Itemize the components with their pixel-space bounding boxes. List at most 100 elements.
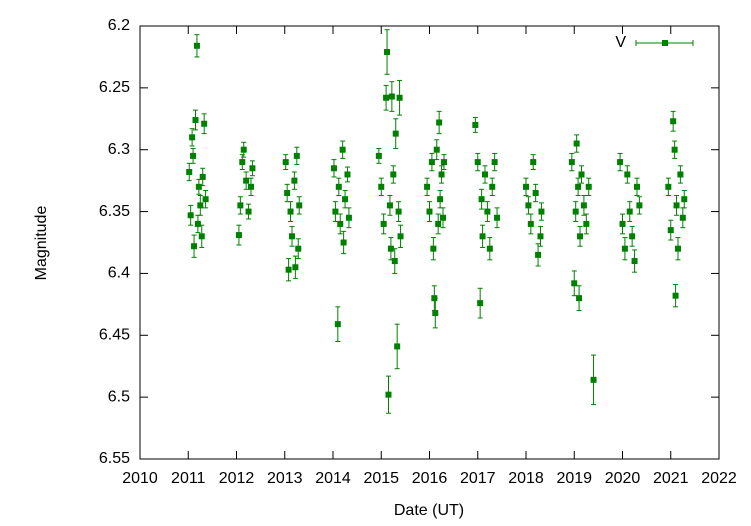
data-point — [335, 183, 342, 190]
data-point — [437, 196, 444, 203]
data-point — [583, 220, 590, 227]
data-point — [285, 266, 292, 273]
data-point — [486, 245, 493, 252]
data-point — [674, 245, 681, 252]
data-point — [249, 165, 256, 172]
data-point — [388, 93, 395, 100]
data-point — [386, 202, 393, 209]
data-point — [629, 233, 636, 240]
data-point — [532, 190, 539, 197]
data-point — [679, 214, 686, 221]
data-point — [293, 152, 300, 159]
data-point — [202, 196, 209, 203]
data-point — [673, 202, 680, 209]
data-point — [193, 42, 200, 49]
data-point — [284, 190, 291, 197]
data-point — [292, 264, 299, 271]
data-point — [340, 239, 347, 246]
data-point — [530, 159, 537, 166]
data-point — [577, 233, 584, 240]
data-point — [296, 202, 303, 209]
data-point — [295, 245, 302, 252]
data-point — [477, 300, 484, 307]
data-point — [194, 220, 201, 227]
data-point — [247, 183, 254, 190]
data-point — [396, 94, 403, 101]
data-point — [385, 391, 392, 398]
y-tick-label: 6.2 — [108, 17, 130, 34]
data-point — [191, 243, 198, 250]
x-tick-label: 2015 — [363, 470, 399, 487]
data-point — [187, 212, 194, 219]
x-tick-label: 2013 — [267, 470, 303, 487]
y-tick-label: 6.35 — [99, 203, 130, 220]
data-point — [392, 130, 399, 137]
data-point — [435, 220, 442, 227]
data-point — [291, 177, 298, 184]
data-point — [375, 152, 382, 159]
data-point — [394, 343, 401, 350]
data-point — [337, 220, 344, 227]
data-point — [677, 171, 684, 178]
y-tick-label: 6.3 — [108, 141, 130, 158]
data-point — [472, 121, 479, 128]
data-point — [670, 118, 677, 125]
data-point — [384, 48, 391, 55]
x-axis-label: Date (UT) — [394, 502, 464, 519]
data-point — [288, 233, 295, 240]
data-point — [573, 140, 580, 147]
data-point — [199, 173, 206, 180]
data-point — [481, 171, 488, 178]
data-point — [626, 208, 633, 215]
data-point — [334, 321, 341, 328]
data-point — [527, 220, 534, 227]
y-tick-label: 6.4 — [108, 265, 130, 282]
y-tick-label: 6.55 — [99, 450, 130, 467]
data-point — [237, 202, 244, 209]
data-point — [494, 214, 501, 221]
data-point — [671, 146, 678, 153]
x-tick-label: 2022 — [701, 470, 737, 487]
data-point — [378, 183, 385, 190]
data-point — [239, 159, 246, 166]
data-point — [525, 202, 532, 209]
y-tick-label: 6.25 — [99, 79, 130, 96]
data-point — [383, 94, 390, 101]
data-point — [438, 171, 445, 178]
x-tick-label: 2012 — [219, 470, 255, 487]
data-point — [243, 177, 250, 184]
data-point — [395, 208, 402, 215]
data-point — [332, 208, 339, 215]
data-point — [578, 171, 585, 178]
data-point — [484, 208, 491, 215]
data-point — [342, 196, 349, 203]
data-point — [580, 202, 587, 209]
data-point — [424, 183, 431, 190]
data-point — [426, 208, 433, 215]
data-point — [245, 208, 252, 215]
data-point — [523, 183, 529, 190]
data-point — [665, 183, 672, 190]
data-point — [617, 159, 624, 166]
data-point — [235, 232, 242, 239]
data-point — [197, 202, 204, 209]
data-point — [575, 183, 582, 190]
data-point — [478, 196, 485, 203]
data-point — [436, 119, 443, 126]
data-point — [391, 258, 398, 265]
data-point — [571, 280, 578, 287]
data-point — [633, 183, 640, 190]
data-point — [537, 233, 544, 240]
x-tick-label: 2016 — [412, 470, 448, 487]
x-tick-label: 2018 — [508, 470, 544, 487]
data-point — [672, 292, 679, 299]
data-point — [339, 146, 346, 153]
data-point — [240, 146, 247, 153]
data-point — [380, 220, 387, 227]
data-point — [440, 159, 447, 166]
data-point — [190, 152, 197, 159]
data-point — [576, 295, 583, 302]
data-point — [428, 159, 435, 166]
data-point — [590, 376, 597, 383]
